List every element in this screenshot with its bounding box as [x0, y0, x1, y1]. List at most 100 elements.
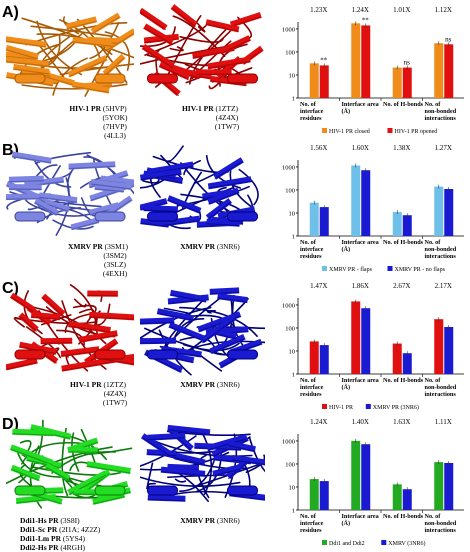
- right-protein-caption: XMRV PR (3NR6): [160, 380, 260, 389]
- caption-line: XMRV PR (3SM1): [48, 242, 148, 251]
- significance-mark: ns: [445, 35, 452, 43]
- bar: [309, 63, 319, 98]
- legend-label: XMRV PR - flaps: [329, 266, 373, 273]
- ratio-label: 1.86X: [352, 282, 369, 290]
- bar: [392, 67, 402, 98]
- legend-swatch: [322, 128, 327, 133]
- bar: [309, 341, 319, 374]
- legend-label: Ddi1 and Ddi2: [329, 541, 365, 547]
- bar: [444, 189, 454, 236]
- pdb-code: (3NR6): [216, 380, 240, 389]
- bar: [361, 25, 371, 98]
- left-protein-caption: HIV-1 PR (5HVP) (5YOK) (7HVP) (4LL3): [48, 104, 148, 140]
- significance-mark: ns: [404, 59, 411, 67]
- ratio-label: 1.23X: [310, 6, 327, 14]
- y-tick-label: 10: [289, 484, 296, 491]
- protein-name: XMRV PR: [180, 516, 215, 525]
- bar: [319, 345, 329, 374]
- bar: [434, 186, 444, 236]
- pdb-code: (1TW7): [102, 398, 128, 407]
- x-category-label: No. of interface residues: [300, 239, 324, 260]
- bar: [351, 301, 361, 374]
- pdb-code: (3SM2): [103, 251, 127, 260]
- figure-panel: A) HIV-1 PR (5HVP) (5YOK) (7HVP) (4LL3) HIV-1…: [0, 0, 470, 140]
- caption-line: HIV-1 PR (1ZTZ): [48, 380, 148, 389]
- protein-name: Ddi1-Lm PR: [20, 534, 62, 543]
- y-tick-label: 100: [285, 325, 295, 332]
- caption-line: (3SLZ): [48, 260, 148, 269]
- x-category-label: No. of interface residues: [300, 513, 324, 534]
- caption-line: HIV-1 PR (1ZTZ): [160, 104, 260, 113]
- caption-line: Ddi1-Lm PR (5YS4): [20, 534, 120, 543]
- legend-swatch: [322, 266, 327, 271]
- caption-line: XMRV PR (3NR6): [160, 380, 260, 389]
- x-category-label: No. of H-bonds: [383, 513, 424, 520]
- x-category-label: Interface area (Å): [342, 377, 379, 391]
- protein-structure-image: [140, 4, 264, 97]
- right-protein-caption: XMRV PR (3NR6): [160, 242, 260, 251]
- y-tick-label: 1: [292, 234, 295, 241]
- ratio-label: 1.12X: [435, 6, 452, 14]
- x-category-label: No. of H-bonds: [383, 239, 424, 246]
- pdb-code: (1ZTZ): [215, 104, 239, 113]
- bar: [361, 444, 371, 510]
- protein-name: XMRV PR: [67, 242, 103, 251]
- protein-structure-image: [140, 287, 265, 376]
- pdb-code: (3NR6): [216, 516, 240, 525]
- bar-chart: 1 10 100 1000 1.56X No. of interface residues 1.…: [282, 144, 464, 273]
- caption-line: XMRV PR (3NR6): [160, 242, 260, 251]
- x-category-label: Interface area (Å): [342, 239, 379, 253]
- caption-line: HIV-1 PR (5HVP): [48, 104, 148, 113]
- bar: [444, 463, 454, 510]
- x-category-label: Interface area (Å): [342, 513, 379, 527]
- bar: [402, 215, 412, 236]
- protein-name: HIV-1 PR: [181, 104, 214, 113]
- ratio-label: 1.63X: [393, 418, 410, 426]
- y-tick-label: 10: [289, 348, 296, 355]
- pdb-code: (4Z4X): [215, 113, 239, 122]
- protein-structure-image: [6, 12, 134, 97]
- bar: [319, 481, 329, 510]
- figure-panel: D) Ddi1-Hs PR (3S8I) Ddi1-Sc PR (2I1A; 4Z2…: [0, 412, 470, 552]
- pdb-code: (3SLZ): [103, 260, 127, 269]
- pdb-code: (5YOK): [102, 113, 128, 122]
- pdb-code: (7HVP): [103, 122, 127, 131]
- y-tick-label: 1000: [282, 438, 295, 445]
- y-tick-label: 10: [289, 210, 296, 217]
- legend-swatch: [387, 266, 393, 271]
- legend-label: XMRV PR (3NR6): [373, 404, 419, 411]
- protein-structure-image: [6, 419, 133, 509]
- caption-line: (4EXH): [48, 269, 148, 278]
- ratio-label: 1.11X: [435, 418, 452, 426]
- bar-chart: 1 10 100 1000 1.23X ** No. of interface residues…: [282, 6, 464, 135]
- protein-name: HIV-1 PR: [69, 104, 102, 113]
- bar: [444, 327, 454, 374]
- significance-mark: **: [362, 16, 370, 24]
- left-protein-caption: XMRV PR (3SM1) (3SM2) (3SLZ) (4EXH): [48, 242, 148, 278]
- right-protein-caption: HIV-1 PR (1ZTZ) (4Z4X) (1TW7): [160, 104, 260, 131]
- legend: Ddi1 and Ddi2 XMRV (3NR6): [322, 540, 426, 547]
- protein-name: Ddi1-Hs PR: [20, 516, 59, 525]
- legend-label: XMRV (3NR6): [388, 540, 425, 547]
- pdb-code: (5HVP): [102, 104, 127, 113]
- bar: [444, 44, 454, 98]
- y-tick-label: 100: [285, 187, 295, 194]
- x-category-label: No. of interface residues: [300, 377, 324, 398]
- protein-name: Ddi2-Hs PR: [20, 543, 59, 552]
- pdb-code: (5YS4): [62, 534, 86, 543]
- y-tick-label: 1: [292, 508, 295, 515]
- pdb-code: (1TW7): [214, 122, 240, 131]
- figure-panel: B) XMRV PR (3SM1) (3SM2) (3SLZ) (4EXH) XMRV P…: [0, 138, 470, 278]
- y-tick-label: 1000: [282, 164, 295, 171]
- protein-name: Ddi1-Sc PR: [20, 525, 58, 534]
- left-protein-caption: HIV-1 PR (1ZTZ) (4Z4X) (1TW7): [48, 380, 148, 407]
- bar: [319, 65, 329, 98]
- bar: [351, 440, 361, 510]
- x-category-label: Interface area (Å): [342, 101, 379, 115]
- bar: [351, 165, 361, 236]
- pdb-code: (4LL3): [104, 131, 126, 140]
- protein-name: HIV-1 PR: [69, 380, 102, 389]
- caption-line: Ddi1-Hs PR (3S8I): [20, 516, 120, 525]
- bar: [434, 462, 444, 510]
- x-category-label: No. of non-bonded interactions: [425, 101, 457, 122]
